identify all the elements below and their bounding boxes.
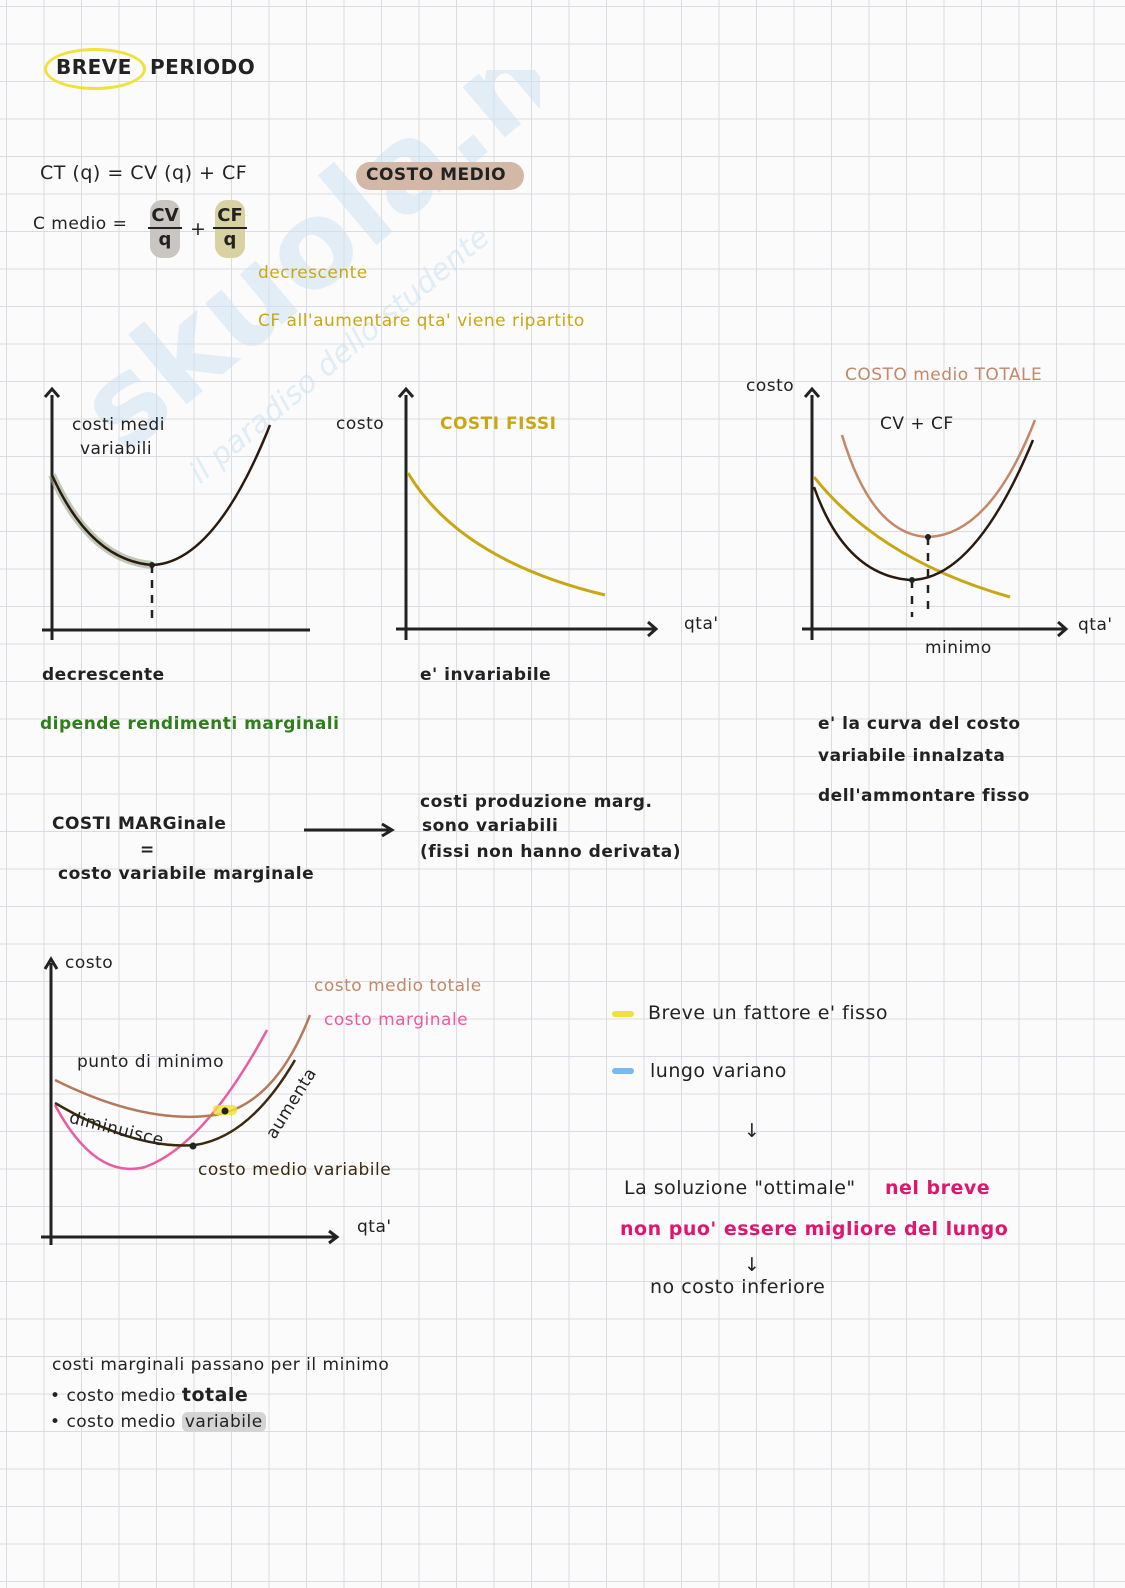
graph1-curve-highlight <box>48 473 153 569</box>
ct-formula: CT (q) = CV (q) + CF <box>40 162 248 184</box>
graph3-curve-label: CV + CF <box>880 414 954 434</box>
frac2-den: q <box>223 229 237 250</box>
graph3-x-label: qta' <box>1078 615 1113 635</box>
graph3-avg-total-curve <box>840 419 1037 539</box>
graph4-total-min-point <box>221 1107 229 1115</box>
graph3-y-label: costo <box>746 376 795 396</box>
graph3-note-3: dell'ammontare fisso <box>818 786 1030 806</box>
graph4-x-arrow <box>328 1229 340 1245</box>
graph4-y-label: costo <box>65 953 114 973</box>
solution-line-1b: nel breve <box>885 1177 991 1199</box>
legend-lungo: lungo variano <box>650 1060 787 1082</box>
footer-bullet-1-b: totale <box>181 1384 249 1406</box>
footer-bullet-1-a: costo medio <box>66 1386 176 1406</box>
graph4-label-cmt: costo medio totale <box>314 976 482 996</box>
footer-bullet-1: • costo medio totale <box>50 1384 249 1406</box>
graph1-axes <box>42 395 310 640</box>
marginal-right-2: sono variabili <box>422 816 559 836</box>
footer-bullet-2-a: costo medio <box>66 1412 176 1432</box>
marginal-right-1: costi produzione marg. <box>420 792 653 812</box>
graph2-caption: e' invariabile <box>420 665 552 685</box>
legend-breve: Breve un fattore e' fisso <box>648 1002 889 1024</box>
graph4-avg-total-curve <box>54 1014 312 1119</box>
graph4-marginal-cost-curve <box>53 1029 269 1171</box>
graph4-variable-min-point <box>189 1142 197 1150</box>
title-breve: BREVE <box>56 55 132 79</box>
graph1-note: dipende rendimenti marginali <box>40 714 340 734</box>
marginal-right-3: (fissi non hanno derivata) <box>420 842 681 862</box>
frac2-num: CF <box>213 205 247 229</box>
footer-bullet-2: • costo medio variabile <box>50 1412 266 1432</box>
graph3-y-arrow <box>803 386 821 398</box>
graph1-min-point <box>149 562 155 568</box>
footer-bullet-2-b: variabile <box>181 1412 266 1432</box>
graph3-note-1: e' la curva del costo <box>818 714 1021 734</box>
down-arrow-1: ↓ <box>744 1120 761 1142</box>
frac1-highlight <box>150 200 180 258</box>
decrescente-note: decrescente <box>258 263 368 283</box>
graph4-y-arrow <box>43 956 59 970</box>
graph-costi-medi-variabili <box>42 386 310 640</box>
cf-note: CF all'aumentare qta' viene ripartito <box>258 311 585 331</box>
solution-line-2: non puo' essere migliore del lungo <box>620 1218 1009 1240</box>
c-medio-label: C medio = <box>33 214 128 234</box>
graph3-total-min-point <box>925 534 931 540</box>
graph4-label-min: punto di minimo <box>77 1052 224 1072</box>
graph2-fixed-cost-curve <box>406 472 606 597</box>
graph3-fixed-cost-curve <box>812 476 1011 599</box>
frac1-den: q <box>158 229 172 250</box>
graph3-min-label: minimo <box>925 638 992 658</box>
down-arrow-2: ↓ <box>744 1254 761 1276</box>
graph2-curve-label: COSTI FISSI <box>440 414 557 434</box>
graph3-axes <box>802 395 1065 640</box>
graph3-x-arrow <box>1057 620 1069 638</box>
graph1-label-1: costi medi <box>72 415 165 435</box>
graph4-label-cm: costo marginale <box>324 1010 469 1030</box>
graph-costi-fissi <box>396 386 659 640</box>
solution-line-3: no costo inferiore <box>650 1276 826 1298</box>
frac1-num: CV <box>148 205 182 229</box>
marginal-left-2: costo variabile marginale <box>58 864 315 884</box>
title-highlight <box>44 48 146 90</box>
marginal-arrow <box>304 822 395 838</box>
graph1-caption: decrescente <box>42 665 165 685</box>
plus-sign: + <box>190 218 207 240</box>
costo-medio-highlight <box>356 162 524 190</box>
graph4-x-label: qta' <box>357 1217 392 1237</box>
graph4-label-cmv: costo medio variabile <box>198 1160 392 1180</box>
graph3-note-2: variabile innalzata <box>818 746 1006 766</box>
marginal-left-eq: = <box>140 840 155 860</box>
frac-cv-q: CV q <box>148 205 182 251</box>
frac2-highlight <box>215 200 245 258</box>
frac-cf-q: CF q <box>213 205 247 251</box>
graph2-y-label: costo <box>336 414 385 434</box>
title-periodo: PERIODO <box>150 55 256 79</box>
legend-swatch-lungo <box>612 1068 634 1074</box>
graph1-y-arrow <box>43 386 61 398</box>
graph4-axes <box>41 963 335 1245</box>
marginal-left-1: COSTI MARGinale <box>52 814 227 834</box>
graph3-title: COSTO medio TOTALE <box>845 365 1043 385</box>
solution-line-1: La soluzione "ottimale" <box>624 1177 856 1199</box>
costo-medio-badge: COSTO MEDIO <box>366 165 507 185</box>
graph-combined-costs <box>41 956 340 1245</box>
graph2-y-arrow <box>397 386 415 398</box>
graph1-label-2: variabili <box>80 439 153 459</box>
graph-costo-medio-totale <box>802 386 1069 640</box>
graph2-x-arrow <box>647 620 659 638</box>
marginal-arrow-line <box>304 822 395 838</box>
graph3-variable-min-point <box>909 577 915 583</box>
graph2-x-label: qta' <box>684 614 719 634</box>
graph2-axes <box>396 395 655 640</box>
footer-line: costi marginali passano per il minimo <box>52 1355 390 1375</box>
legend-swatch-breve <box>612 1011 634 1017</box>
